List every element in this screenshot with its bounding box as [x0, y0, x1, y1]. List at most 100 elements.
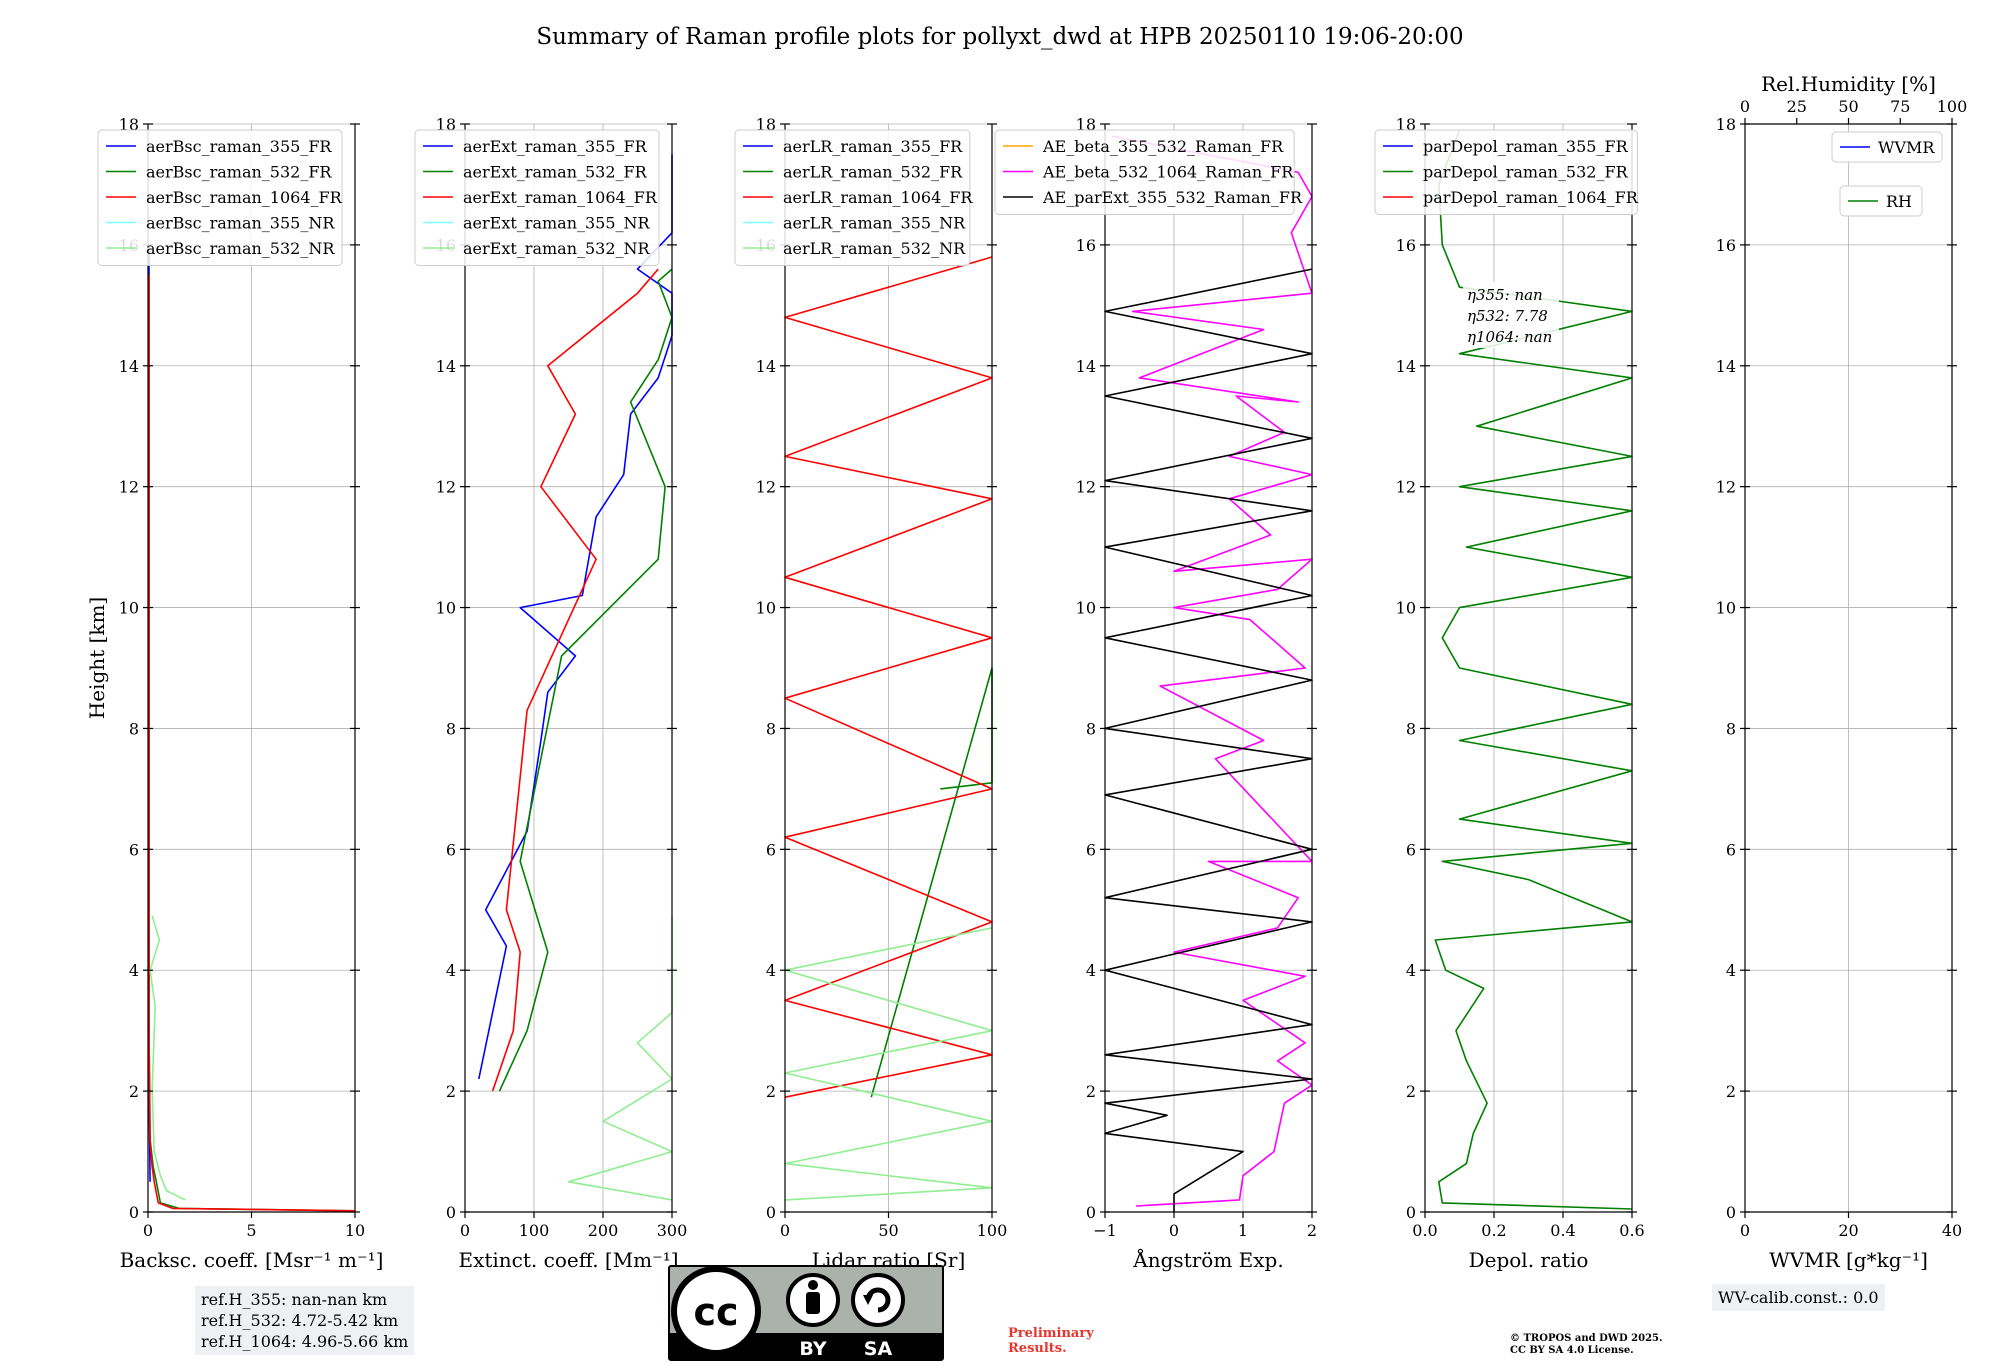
figure-title: Summary of Raman profile plots for polly… [536, 24, 1463, 50]
y-tick-label: 8 [1086, 719, 1096, 738]
wv-calibration-box: WV-calib.const.: 0.0 [1712, 1284, 1885, 1311]
legend-box: aerBsc_raman_355_FR aerBsc_raman_532_FRae… [97, 129, 343, 266]
y-tick-label: 6 [1406, 840, 1416, 859]
y-tick-label: 10 [756, 599, 776, 618]
copyright-note: © TROPOS and DWD 2025. CC BY SA 4.0 Lice… [1510, 1333, 1662, 1357]
y-tick-label: 0 [1086, 1203, 1096, 1222]
y-tick-label: 10 [436, 599, 456, 618]
legend-frame [1839, 185, 1923, 217]
ref-height-355: ref.H_355: nan-nan km [201, 1290, 388, 1309]
preliminary-line-2: Results. [1008, 1341, 1067, 1356]
top-tick-label: 0 [1740, 97, 1750, 116]
x-tick-label: 0 [780, 1221, 790, 1240]
x-axis-label: Ångström Exp. [1132, 1247, 1283, 1272]
x-tick-label: 0 [143, 1221, 153, 1240]
legend-frame [994, 129, 1295, 215]
legend-entry: aerExt_raman_532_FR [463, 163, 648, 182]
y-tick-label: 16 [1716, 236, 1736, 255]
panel-5: 0 2 4 6 8 10 12 14 16 18 0.0 0.2 0.4 0.6 Depol. ratio p… [1374, 115, 1645, 1272]
svg-text:cc: cc [693, 1290, 738, 1334]
top-axis-label: Rel.Humidity [%] [1761, 72, 1936, 96]
legend-frame [414, 129, 660, 266]
series-line-aerext-raman-532-nr [567, 915, 673, 1201]
legend-entry: parDepol_raman_1064_FR [1423, 188, 1639, 207]
y-tick-label: 2 [1406, 1082, 1416, 1101]
y-tick-label: 0 [766, 1203, 776, 1222]
y-tick-label: 18 [436, 115, 456, 134]
y-tick-label: 8 [446, 719, 456, 738]
x-tick-label: 10 [345, 1221, 365, 1240]
legend-box: aerLR_raman_355_FR aerLR_raman_532_FR aerL… [734, 129, 973, 266]
y-tick-label: 12 [436, 478, 456, 497]
x-axis-label: Extinct. coeff. [Mm⁻¹] [458, 1248, 678, 1272]
series-line-aerlr-raman-1064-fr [784, 256, 993, 1098]
legend-box: RH [1839, 185, 1923, 217]
legend-entry: RH [1886, 192, 1912, 211]
y-tick-label: 16 [1396, 236, 1416, 255]
panel-2: 0246810121416180100200300Extinct. coeff.… [414, 115, 688, 1272]
y-tick-label: 18 [1396, 115, 1416, 134]
legend-entry: aerLR_raman_1064_FR [783, 188, 973, 207]
legend-box: WVMR [1831, 131, 1943, 163]
x-axis-label: Depol. ratio [1469, 1248, 1589, 1272]
y-tick-label: 2 [1086, 1082, 1096, 1101]
cc-by-sa-license-badge[interactable]: cc BY SA [668, 1265, 944, 1363]
legend-entry: aerBsc_raman_532_NR [146, 239, 335, 258]
annotation-background [1463, 282, 1559, 348]
series-line-aerbsc-raman-1064-fr [148, 275, 356, 1212]
preliminary-line-1: Preliminary [1008, 1326, 1094, 1341]
series-line-aerbsc-raman-532-fr [148, 275, 356, 1212]
reference-heights-box: ref.H_355: nan-nan km ref.H_532: 4.72-5.… [195, 1286, 415, 1355]
y-tick-label: 4 [446, 961, 456, 980]
y-tick-label: 8 [129, 719, 139, 738]
y-tick-label: 4 [129, 961, 139, 980]
y-tick-label: 0 [1406, 1203, 1416, 1222]
y-tick-label: 14 [1396, 357, 1416, 376]
x-tick-label: 5 [246, 1221, 256, 1240]
y-tick-label: 14 [119, 357, 139, 376]
x-tick-label: −1 [1093, 1221, 1117, 1240]
x-tick-label: 0.6 [1619, 1221, 1644, 1240]
legend-entry: WVMR [1878, 138, 1935, 157]
y-tick-label: 18 [756, 115, 776, 134]
y-tick-label: 6 [1086, 840, 1096, 859]
legend-frame [1374, 129, 1638, 215]
legend-entry: aerBsc_raman_355_NR [146, 214, 335, 233]
y-tick-label: 10 [1396, 599, 1416, 618]
series-line-pardepol-raman-532-fr [1434, 129, 1633, 1210]
legend-entry: parDepol_raman_355_FR [1423, 137, 1629, 156]
x-tick-label: 200 [588, 1221, 619, 1240]
legend-entry: AE_beta_532_1064_Raman_FR [1042, 163, 1294, 182]
top-tick-label: 100 [1937, 97, 1968, 116]
y-tick-label: 16 [1076, 236, 1096, 255]
x-tick-label: 0.2 [1481, 1221, 1506, 1240]
x-tick-label: 2 [1307, 1221, 1317, 1240]
x-tick-label: 100 [977, 1221, 1008, 1240]
panel-3: 024681012141618050100Lidar ratio [Sr]aer… [734, 115, 1008, 1272]
series-line-aerext-raman-355-fr [478, 154, 673, 1080]
legend-box: aerExt_raman_355_FR aerExt_raman_532_FRae… [414, 129, 660, 266]
y-tick-label: 0 [129, 1203, 139, 1222]
legend-box: parDepol_raman_355_FR parDepol_raman_532_… [1374, 129, 1639, 215]
x-tick-label: 1 [1238, 1221, 1248, 1240]
legend-entry: aerExt_raman_1064_FR [463, 188, 658, 207]
share-alike-icon [851, 1273, 905, 1327]
x-tick-label: 0.4 [1550, 1221, 1575, 1240]
x-tick-label: 0 [1740, 1221, 1750, 1240]
annotation-line: η1064: nan [1467, 328, 1552, 346]
y-tick-label: 6 [1726, 840, 1736, 859]
y-tick-label: 8 [1406, 719, 1416, 738]
y-tick-label: 14 [1716, 357, 1736, 376]
x-tick-label: 300 [657, 1221, 688, 1240]
y-tick-label: 6 [446, 840, 456, 859]
annotation-line: η355: nan [1467, 286, 1543, 304]
copyright-line-1: © TROPOS and DWD 2025. [1510, 1333, 1663, 1344]
attribution-person-icon [786, 1273, 840, 1327]
y-tick-label: 4 [1406, 961, 1416, 980]
x-tick-label: 0 [460, 1221, 470, 1240]
y-tick-label: 12 [119, 478, 139, 497]
y-tick-label: 2 [1726, 1082, 1736, 1101]
y-tick-label: 6 [766, 840, 776, 859]
